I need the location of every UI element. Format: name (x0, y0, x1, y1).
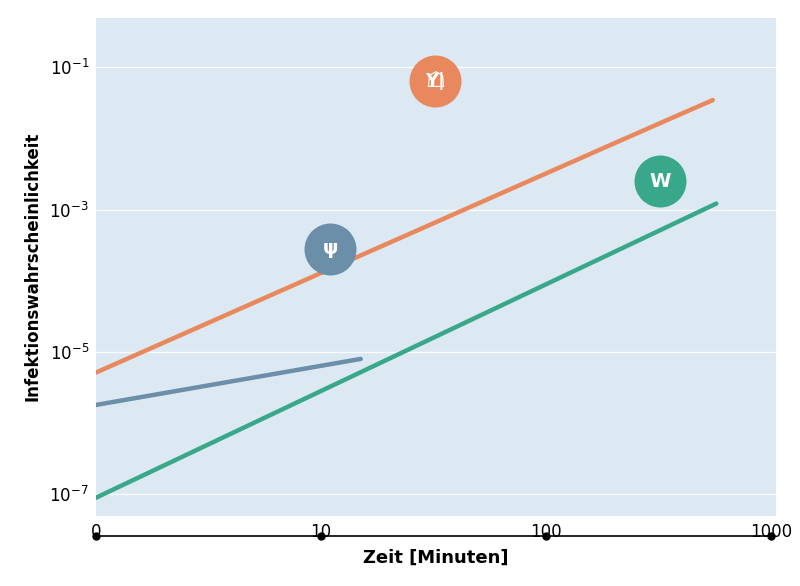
Text: ψ: ψ (322, 240, 338, 258)
Point (324, 244, 337, 254)
Text: Y|: Y| (425, 71, 445, 90)
Text: W: W (649, 172, 670, 191)
Point (428, 76, 441, 86)
Point (654, 176, 666, 186)
Text: ☖: ☖ (425, 71, 445, 91)
X-axis label: Zeit [Minuten]: Zeit [Minuten] (363, 549, 509, 567)
Y-axis label: Infektionswahrscheinlichkeit: Infektionswahrscheinlichkeit (23, 132, 41, 401)
